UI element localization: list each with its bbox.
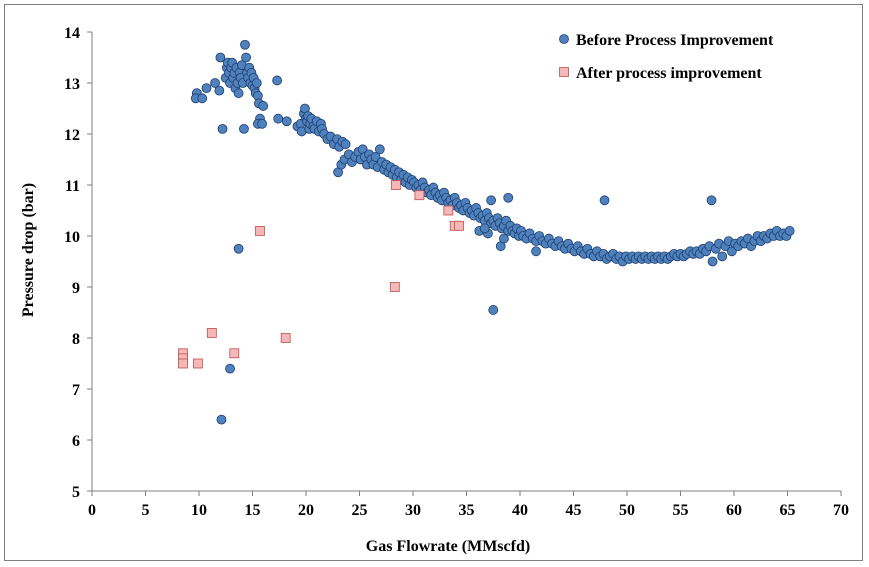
legend-label-before: Before Process Improvement	[576, 32, 774, 49]
x-tick-label: 30	[405, 502, 421, 519]
after-point	[280, 333, 291, 343]
before-point	[340, 139, 351, 150]
before-point	[599, 195, 610, 206]
series-after	[178, 180, 464, 369]
after-point	[443, 205, 454, 216]
y-ticks: 5 6 7 8 9 10 11 12 13 14	[64, 25, 92, 501]
x-tick-label: 65	[780, 502, 796, 519]
before-point	[258, 101, 269, 111]
before-point	[241, 52, 251, 63]
after-point	[390, 180, 401, 190]
before-point	[272, 75, 283, 86]
before-point	[273, 113, 284, 124]
before-point	[225, 363, 235, 374]
before-point	[531, 246, 541, 257]
x-tick-label: 15	[245, 502, 261, 519]
y-tick-label: 13	[64, 76, 80, 93]
after-point	[178, 358, 188, 369]
y-tick-label: 11	[65, 178, 80, 195]
after-point	[389, 282, 400, 292]
x-ticks: 0 5 10 15 20 25 30 35 40 45 50 55 60 65 70	[88, 491, 849, 519]
before-point	[479, 223, 490, 234]
x-tick-label: 40	[512, 502, 528, 519]
x-tick-label: 35	[459, 502, 475, 519]
before-point	[210, 78, 220, 88]
before-point	[251, 78, 262, 88]
legend-marker-after	[559, 67, 569, 77]
before-point	[706, 195, 717, 206]
before-point	[503, 192, 514, 203]
after-point	[206, 327, 217, 338]
x-tick-label: 25	[352, 502, 368, 519]
x-tick-label: 55	[673, 502, 689, 519]
before-point	[214, 85, 225, 96]
before-point	[717, 251, 728, 262]
x-tick-label: 70	[833, 502, 849, 519]
before-point	[707, 256, 718, 267]
before-point	[239, 124, 249, 134]
after-point	[193, 358, 203, 369]
y-tick-label: 7	[72, 382, 80, 399]
before-point	[486, 195, 497, 206]
after-point	[229, 348, 240, 359]
chart-frame: 0 5 10 15 20 25 30 35 40 45 50 55 60 65 70 5 6 7 8 9 10 11 12…	[4, 4, 863, 561]
y-tick-label: 6	[72, 433, 80, 450]
y-tick-label: 9	[72, 280, 80, 297]
before-point	[784, 225, 795, 236]
legend: Before Process Improvement After process…	[559, 32, 774, 82]
y-tick-label: 10	[64, 229, 80, 246]
x-tick-label: 60	[726, 502, 742, 519]
y-tick-label: 8	[72, 331, 80, 348]
series-before	[190, 39, 795, 425]
after-point	[255, 225, 265, 236]
x-tick-label: 50	[619, 502, 635, 519]
legend-marker-before	[559, 34, 569, 44]
y-tick-label: 12	[64, 127, 80, 144]
before-point	[281, 116, 292, 127]
before-point	[216, 414, 227, 425]
before-point	[257, 118, 268, 129]
scatter-chart: 0 5 10 15 20 25 30 35 40 45 50 55 60 65 70 56789101112…	[20, 25, 849, 555]
y-tick-label: 14	[64, 25, 80, 42]
y-axis-title: Pressure drop (bar)	[20, 183, 37, 317]
y-tick-label: 5	[72, 484, 80, 501]
x-tick-label: 20	[298, 502, 314, 519]
after-point	[414, 190, 425, 201]
before-point	[197, 93, 208, 104]
before-point	[215, 52, 226, 63]
before-point	[233, 88, 244, 99]
before-point	[233, 243, 244, 254]
legend-label-after: After process improvement	[576, 65, 762, 82]
x-tick-label: 10	[191, 502, 207, 519]
before-point	[240, 39, 250, 50]
x-tick-label: 5	[142, 502, 150, 519]
before-point	[217, 124, 228, 134]
before-point	[201, 83, 212, 93]
before-point	[488, 305, 499, 315]
x-axis-title: Gas Flowrate (MMscfd)	[366, 538, 530, 555]
before-point	[370, 152, 381, 162]
before-point	[499, 233, 509, 244]
before-point	[374, 144, 385, 155]
x-tick-label: 45	[566, 502, 582, 519]
after-point	[454, 220, 464, 231]
x-tick-label: 0	[88, 502, 96, 519]
